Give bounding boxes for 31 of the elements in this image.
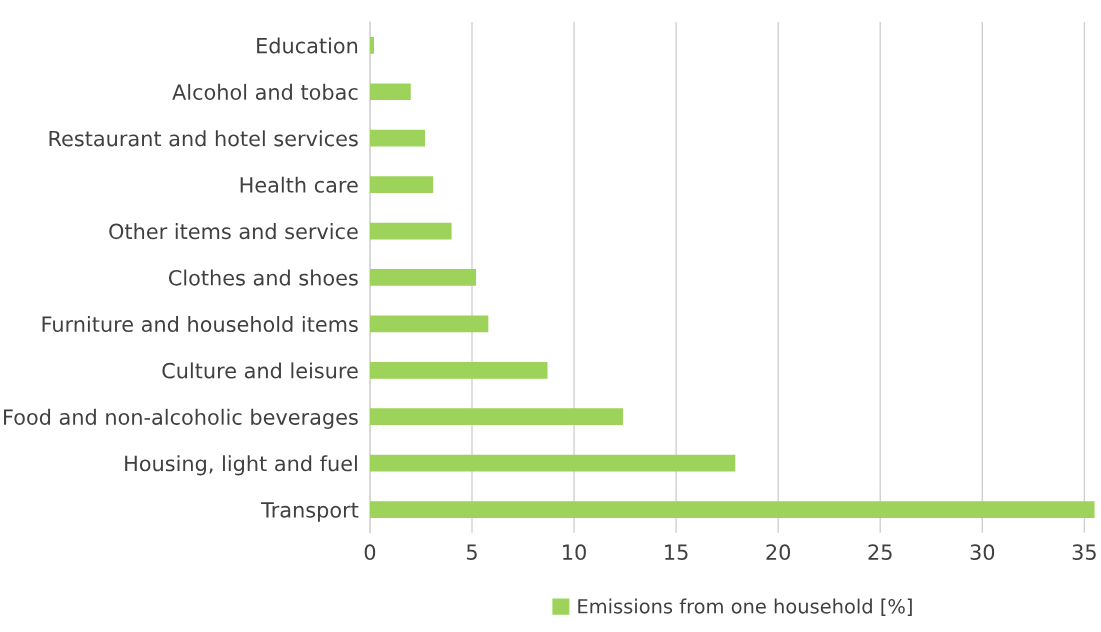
- x-tick-label: 5: [466, 544, 477, 561]
- y-tick-label: Restaurant and hotel services: [49, 130, 358, 147]
- bar: [369, 501, 1095, 518]
- y-tick-label: Furniture and household items: [42, 315, 358, 333]
- y-tick-label: Education: [257, 37, 358, 54]
- bar: [369, 361, 548, 379]
- x-tick-label: 25: [868, 544, 892, 561]
- bar: [369, 408, 624, 426]
- y-tick-label: Culture and leisure: [162, 362, 358, 379]
- bar: [369, 269, 477, 286]
- bar: [369, 129, 426, 147]
- y-tick-label: Other items and service: [109, 223, 358, 240]
- bar: [369, 454, 736, 472]
- bar: [369, 315, 489, 333]
- y-tick-label: Transport: [261, 502, 359, 522]
- legend-label: Emissions from one household [%]: [578, 598, 912, 616]
- x-tick-label: 10: [563, 544, 586, 561]
- y-tick-label: Food and non-alcoholic beverages: [4, 408, 358, 429]
- bar: [369, 36, 375, 54]
- y-tick-label: Clothes and shoes: [168, 269, 358, 286]
- bar: [369, 176, 434, 193]
- x-tick-label: 20: [766, 544, 791, 561]
- x-tick-label: 15: [665, 544, 688, 561]
- y-tick-label: Health care: [240, 176, 358, 193]
- x-tick-label: 35: [1072, 544, 1096, 561]
- y-tick-label: Alcohol and tobac: [172, 83, 358, 100]
- y-tick-label: Housing, light and fuel: [125, 455, 357, 476]
- x-tick-label: 0: [364, 544, 376, 561]
- bar: [369, 83, 411, 101]
- bar: [369, 222, 452, 240]
- x-tick-label: 30: [970, 544, 995, 561]
